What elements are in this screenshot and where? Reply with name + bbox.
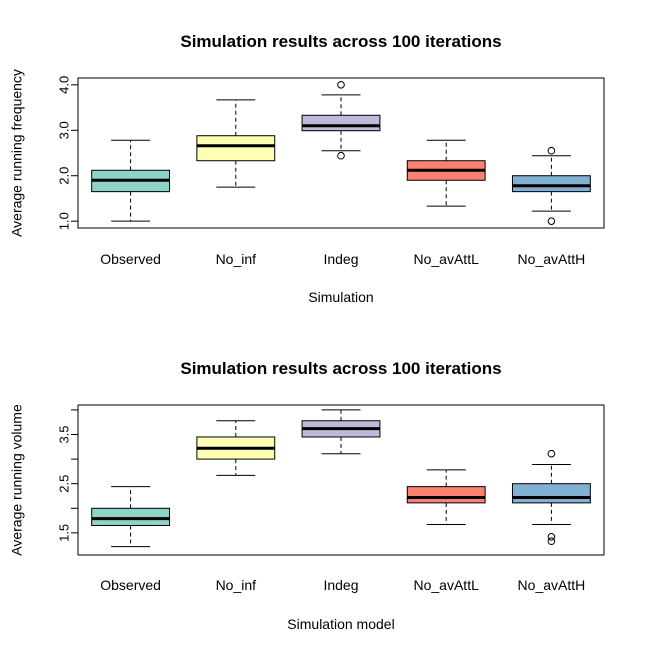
box-iqr xyxy=(406,486,486,504)
box-no_inf xyxy=(196,420,276,476)
outlier-point xyxy=(337,151,345,160)
y-tick-label: 1.0 xyxy=(56,212,71,230)
outlier-point xyxy=(547,217,556,225)
x-tick-label-no_inf: No_inf xyxy=(216,577,257,593)
outlier-point xyxy=(547,146,556,155)
x-tick-label-indeg: Indeg xyxy=(323,577,358,593)
box-iqr xyxy=(511,483,591,504)
x-tick-label-indeg: Indeg xyxy=(323,251,358,267)
x-axis-label: Simulation xyxy=(308,289,373,305)
y-tick-label: 4.0 xyxy=(56,76,71,94)
outlier-point xyxy=(547,533,556,541)
y-tick-label: 3.0 xyxy=(56,121,71,139)
y-tick-label: 2.5 xyxy=(56,475,71,493)
x-tick-label-no_avattl: No_avAttL xyxy=(414,577,480,593)
box-iqr xyxy=(196,135,276,162)
x-tick-label-no_avattl: No_avAttL xyxy=(414,251,480,267)
box-indeg xyxy=(301,409,381,455)
box-observed xyxy=(91,486,171,548)
box-no_avattl xyxy=(406,139,486,207)
box-iqr xyxy=(301,114,381,132)
y-tick-label: 2.0 xyxy=(56,167,71,185)
box-indeg xyxy=(301,81,381,160)
chart-title: Simulation results across 100 iterations xyxy=(180,359,501,378)
x-tick-label-observed: Observed xyxy=(100,577,161,593)
y-tick-label: 1.5 xyxy=(56,524,71,542)
outlier-point xyxy=(547,449,556,458)
box-no_inf xyxy=(196,99,276,188)
x-tick-label-observed: Observed xyxy=(100,251,161,267)
box-no_avatth xyxy=(511,146,591,225)
y-tick-label: 3.5 xyxy=(56,425,71,443)
chart-panel-2: Simulation results across 100 iterations… xyxy=(9,359,605,632)
plot-frame xyxy=(77,77,605,229)
x-tick-label-no_avatth: No_avAttH xyxy=(518,251,586,267)
x-tick-label-no_avatth: No_avAttH xyxy=(518,577,586,593)
chart-panel-1: Simulation results across 100 iterations… xyxy=(9,32,605,305)
box-iqr xyxy=(511,175,591,193)
y-axis-label: Average running volume xyxy=(9,404,25,556)
box-iqr xyxy=(91,507,171,526)
box-no_avatth xyxy=(511,449,591,546)
x-axis-label: Simulation model xyxy=(287,616,394,632)
x-tick-label-no_inf: No_inf xyxy=(216,251,257,267)
y-axis-label: Average running frequency xyxy=(9,69,25,237)
box-no_avattl xyxy=(406,469,486,526)
plot-frame xyxy=(77,404,605,556)
outlier-point xyxy=(547,537,556,546)
outlier-point xyxy=(337,81,345,89)
chart-title: Simulation results across 100 iterations xyxy=(180,32,501,51)
box-observed xyxy=(91,139,171,222)
